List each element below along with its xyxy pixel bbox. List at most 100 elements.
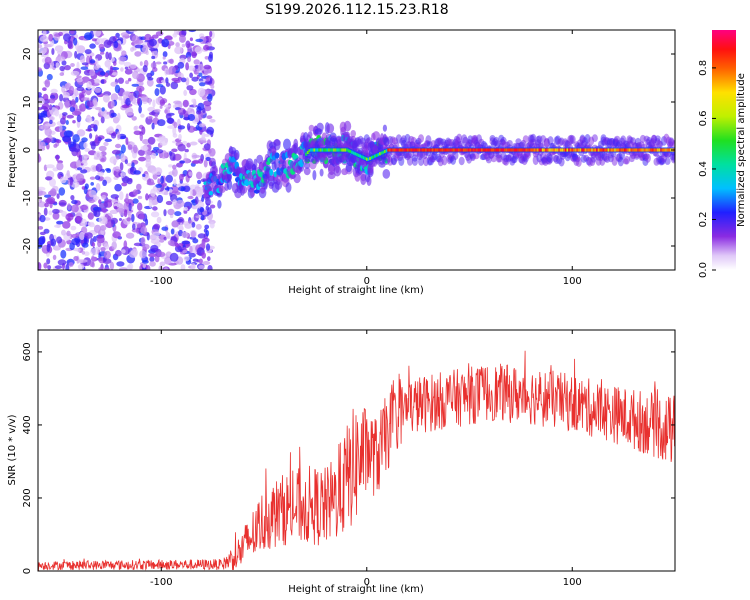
spectrogram-noise-cell xyxy=(84,32,93,40)
spectrogram-band-cell xyxy=(489,148,492,152)
spectrogram-noise-cell xyxy=(81,97,90,101)
spectrogram-band-cell xyxy=(550,148,553,152)
spectrogram-band-cell xyxy=(609,148,612,152)
spectrogram-halo-cell xyxy=(283,138,291,150)
spectrogram-noise-cell xyxy=(163,236,167,241)
spectrogram-noise-cell xyxy=(49,119,53,125)
spectrogram-band-cell xyxy=(479,148,482,152)
spectrogram-band-cell xyxy=(323,148,326,152)
spectrogram-noise-cell xyxy=(123,61,132,67)
spectrogram-band-cell xyxy=(477,148,481,152)
spectrogram-band-cell xyxy=(426,148,430,152)
spectrogram-noise-cell xyxy=(150,244,159,252)
spectrogram-band-cell xyxy=(349,149,352,154)
spectrogram-band-cell xyxy=(663,148,666,152)
spectrogram-noise-cell xyxy=(154,254,160,263)
spectrogram-noise-cell xyxy=(175,183,182,187)
spectrogram-noise-cell xyxy=(203,143,211,151)
spectrogram-noise-cell xyxy=(46,243,51,252)
spectrogram-band-cell xyxy=(484,148,487,152)
spectrogram-halo-cell xyxy=(240,185,248,194)
spectrogram-noise-cell xyxy=(121,249,126,254)
spectrogram-noise-cell xyxy=(209,221,215,229)
spectrogram-noise-cell xyxy=(38,44,43,49)
spectrogram-noise-cell xyxy=(113,41,119,49)
spectrogram-band-cell xyxy=(504,148,507,152)
spectrogram-noise-cell xyxy=(182,249,188,254)
spectrogram-band-cell xyxy=(582,148,586,152)
spectrogram-noise-cell xyxy=(137,195,143,200)
spectrogram-band-cell xyxy=(405,148,408,152)
spectrogram-noise-cell xyxy=(48,33,54,42)
spectrogram-halo-cell xyxy=(522,135,529,143)
spectrogram-noise-cell xyxy=(156,216,162,224)
spectrogram-halo-cell xyxy=(343,120,352,132)
spectrogram-noise-cell xyxy=(90,248,99,255)
spectrogram-noise-cell xyxy=(103,114,111,119)
spectrogram-band-cell xyxy=(453,148,456,152)
spectrogram-noise-cell xyxy=(53,143,58,148)
spectrogram-noise-cell xyxy=(179,160,186,164)
spectrogram-noise-cell xyxy=(89,176,96,180)
spectrogram-noise-cell xyxy=(100,247,106,252)
spectrogram-band-cell xyxy=(347,149,351,153)
spectrogram-band-cell xyxy=(341,148,344,152)
spectrogram-noise-cell xyxy=(113,61,117,66)
spectrogram-halo-cell xyxy=(234,152,239,160)
spectrogram-band-cell xyxy=(601,148,604,152)
spectrogram-halo-cell xyxy=(366,175,372,186)
spectrogram-band-cell xyxy=(510,148,513,152)
spectrogram-noise-cell xyxy=(84,232,93,239)
spectrogram-halo-cell xyxy=(623,155,630,165)
spectrogram-noise-cell xyxy=(135,39,144,44)
spectrogram-noise-cell xyxy=(128,202,132,212)
spectrogram-noise-cell xyxy=(71,233,80,239)
spectrogram-noise-cell xyxy=(170,228,175,235)
spectrogram-noise-cell xyxy=(185,77,190,86)
spectrogram-band-cell xyxy=(430,148,433,152)
spectrogram-noise-cell xyxy=(82,242,89,248)
spectrogram-noise-cell xyxy=(74,50,78,59)
spectrogram-noise-cell xyxy=(50,94,56,100)
spectrogram-noise-cell xyxy=(115,32,120,39)
spectrogram-band-cell xyxy=(492,148,495,152)
spectrogram-noise-cell xyxy=(157,178,161,185)
snr-y-ticks: 0 200 400 600 xyxy=(22,342,675,574)
spectrogram-noise-cell xyxy=(72,120,76,124)
spectrogram-noise-cell xyxy=(140,145,149,151)
spectrogram-noise-cell xyxy=(115,143,122,149)
spectrogram-noise-cell xyxy=(51,48,55,55)
spectrogram-band-cell xyxy=(566,148,569,152)
spectrogram-noise-cell xyxy=(209,30,213,38)
spectrogram-noise-cell xyxy=(210,84,215,89)
spectrogram-band-cell xyxy=(643,148,647,152)
spectrogram-noise-cell xyxy=(88,190,97,198)
spectrogram-band-cell xyxy=(308,149,311,153)
spectrogram-noise-cell xyxy=(67,40,73,49)
spectrogram-noise-cell xyxy=(204,56,209,60)
spectrogram-halo-cell xyxy=(569,135,576,144)
spectrogram-noise-cell xyxy=(132,70,139,80)
spectrogram-noise-cell xyxy=(136,183,142,191)
spectrogram-noise-cell xyxy=(165,174,173,183)
spectrogram-noise-cell xyxy=(152,206,158,211)
spectrogram-band-cell xyxy=(384,149,387,154)
spectrogram-band-cell xyxy=(329,148,333,152)
spectrogram-noise-cell xyxy=(109,199,118,203)
spectrogram-noise-cell xyxy=(80,218,88,227)
spectrogram-band-cell xyxy=(311,148,315,152)
spectrogram-noise-cell xyxy=(151,34,159,39)
spectrogram-band-cell xyxy=(647,148,650,152)
spectrogram-noise-cell xyxy=(132,223,136,230)
spectrogram-noise-cell xyxy=(97,171,104,176)
spectrogram-band-cell xyxy=(591,148,594,152)
spectrogram-halo-cell xyxy=(319,168,324,177)
spectrogram-noise-cell xyxy=(132,198,139,204)
spectrogram-band-cell xyxy=(660,148,663,152)
spectrogram-noise-cell xyxy=(119,267,128,270)
colorbar: 0.0 0.2 0.4 0.6 0.8 Normalized spectral ampl… xyxy=(698,30,747,278)
spectrogram-band-cell xyxy=(507,148,510,152)
spectrogram-noise-cell xyxy=(209,118,216,123)
spectrogram-halo-cell xyxy=(490,155,497,163)
spectrogram-noise-cell xyxy=(67,138,72,145)
